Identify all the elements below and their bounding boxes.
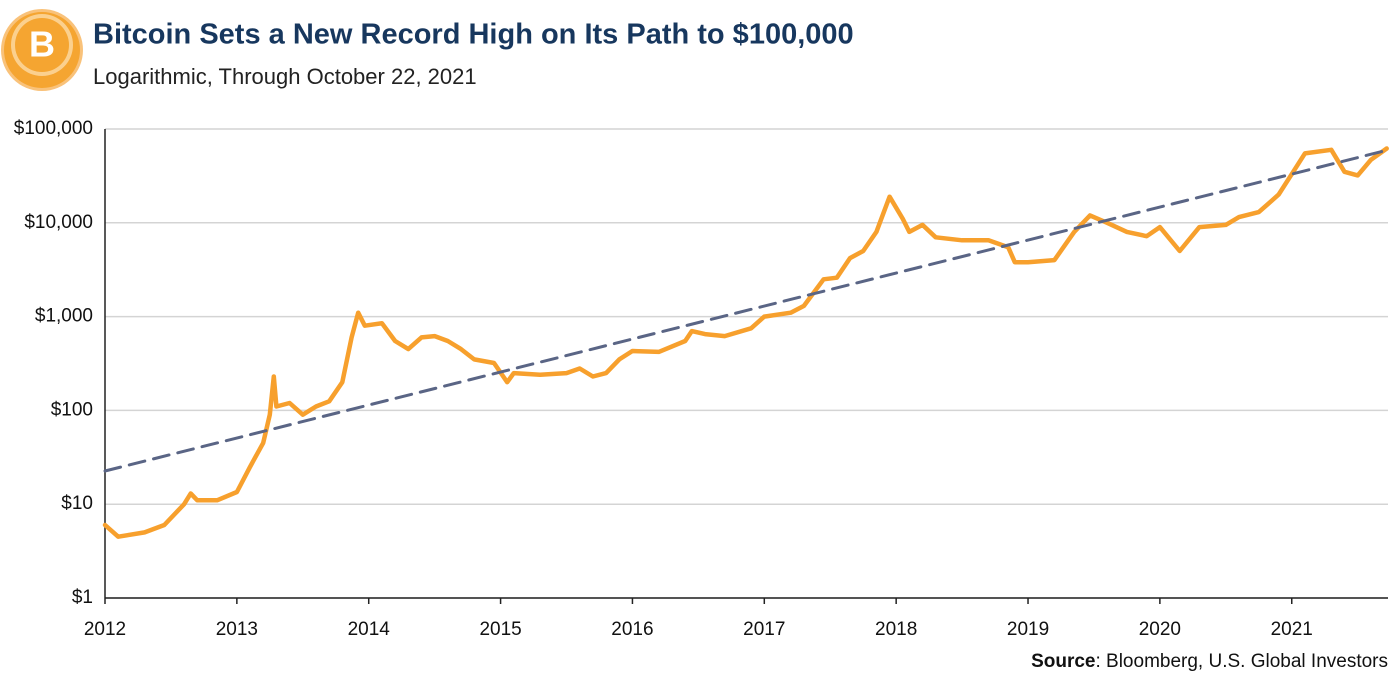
source-label: Source — [1031, 651, 1095, 672]
svg-text:B: B — [29, 24, 55, 65]
x-tick-label: 2013 — [216, 619, 258, 640]
y-tick-label: $100 — [51, 399, 93, 420]
y-tick-label: $10,000 — [24, 212, 93, 233]
source-note: Source: Bloomberg, U.S. Global Investors — [1031, 651, 1388, 672]
price-line — [102, 146, 1389, 539]
bitcoin-icon: B — [1, 9, 83, 91]
chart-title: Bitcoin Sets a New Record High on Its Pa… — [93, 19, 854, 51]
y-tick-label: $10 — [61, 493, 93, 514]
x-tick-label: 2018 — [875, 619, 917, 640]
y-tick-label: $100,000 — [14, 118, 93, 139]
trend-line — [103, 148, 1390, 473]
x-tick-label: 2021 — [1271, 619, 1313, 640]
y-tick-label: $1 — [72, 587, 93, 608]
x-tick-label: 2017 — [743, 619, 785, 640]
source-text: : Bloomberg, U.S. Global Investors — [1095, 651, 1388, 672]
chart-subtitle: Logarithmic, Through October 22, 2021 — [93, 64, 477, 89]
x-tick-label: 2020 — [1139, 619, 1181, 640]
y-tick-label: $1,000 — [35, 306, 93, 327]
x-tick-label: 2019 — [1007, 619, 1049, 640]
x-tick-label: 2016 — [611, 619, 653, 640]
x-tick-label: 2015 — [479, 619, 521, 640]
x-tick-label: 2014 — [348, 619, 391, 640]
x-tick-label: 2012 — [84, 619, 126, 640]
